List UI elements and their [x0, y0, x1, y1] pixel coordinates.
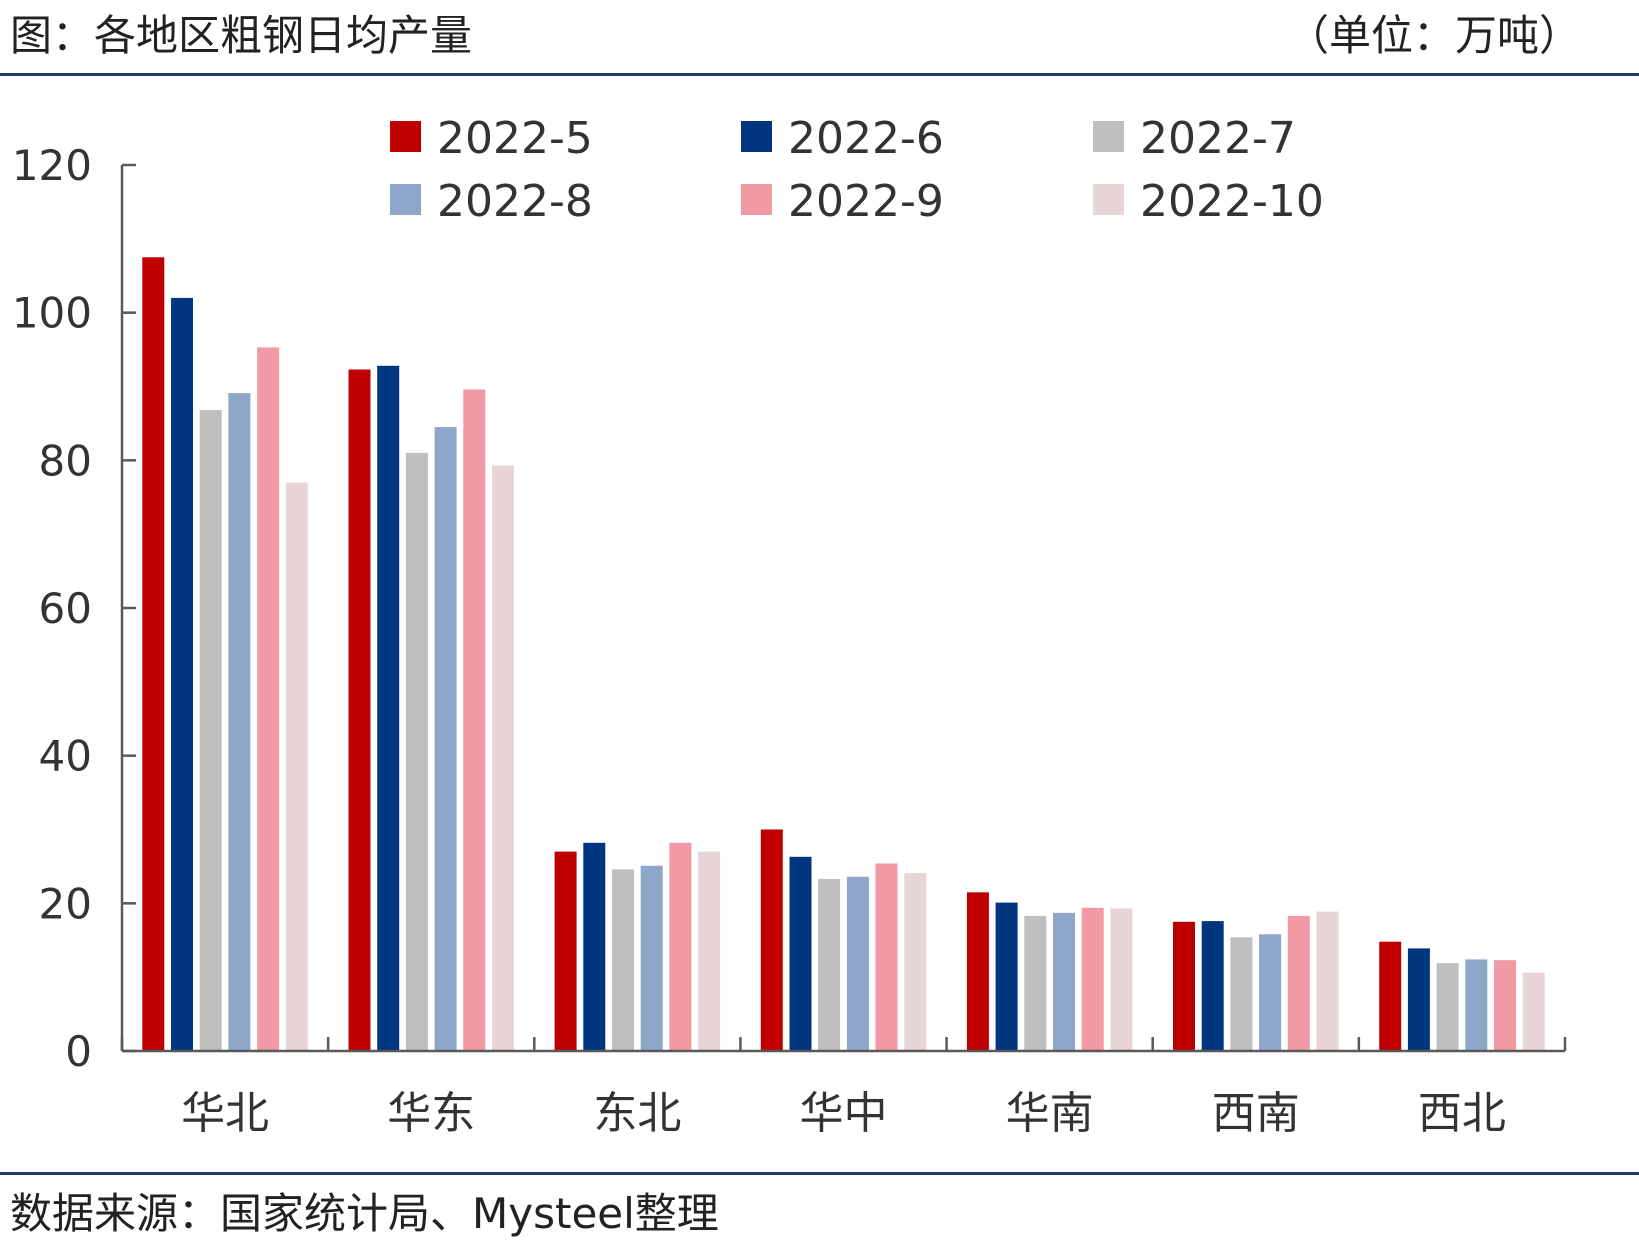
bar-华南-2022-10 [1110, 908, 1133, 1051]
bar-华南-2022-6 [995, 902, 1018, 1051]
bar-华中-2022-9 [875, 863, 898, 1051]
x-tick-label: 华南 [1006, 1088, 1094, 1139]
bar-华中-2022-6 [789, 856, 812, 1051]
bar-华东-2022-6 [377, 365, 400, 1051]
legend: 2022-5 2022-6 2022-7 2022-8 2022-9 2022-10 [390, 113, 1324, 227]
y-tick-label: 40 [39, 732, 92, 781]
bar-华中-2022-5 [760, 829, 783, 1051]
bar-西南-2022-6 [1201, 921, 1224, 1051]
bar-西南-2022-10 [1316, 911, 1339, 1051]
legend-swatch-2022-7 [1093, 121, 1124, 152]
bar-华东-2022-7 [405, 452, 428, 1051]
bar-华中-2022-8 [846, 876, 869, 1051]
bar-东北-2022-8 [640, 865, 663, 1051]
x-tick-label: 西南 [1212, 1088, 1300, 1139]
unit-label: （单位：万吨） [1286, 11, 1581, 60]
bar-华北-2022-10 [285, 482, 308, 1051]
legend-swatch-2022-9 [741, 184, 772, 215]
bar-华中-2022-7 [818, 879, 841, 1051]
bar-东北-2022-10 [698, 851, 721, 1051]
legend-label-2022-9: 2022-9 [788, 176, 944, 227]
bar-华东-2022-9 [463, 389, 486, 1051]
bar-西北-2022-7 [1436, 963, 1459, 1051]
chart-title: 图：各地区粗钢日均产量 [10, 11, 473, 60]
bar-西南-2022-7 [1230, 937, 1253, 1051]
legend-label-2022-7: 2022-7 [1140, 113, 1296, 164]
bar-西南-2022-8 [1259, 934, 1282, 1051]
bar-华中-2022-10 [904, 873, 927, 1051]
legend-label-2022-8: 2022-8 [437, 176, 593, 227]
y-tick-label: 100 [12, 289, 92, 338]
legend-swatch-2022-8 [390, 184, 421, 215]
x-tick-label: 华北 [181, 1088, 269, 1139]
top-rule [0, 73, 1639, 76]
bar-华北-2022-5 [142, 257, 165, 1051]
bottom-rule [0, 1172, 1639, 1175]
legend-label-2022-6: 2022-6 [788, 113, 944, 164]
bar-华北-2022-9 [257, 347, 280, 1051]
bar-华北-2022-8 [228, 393, 251, 1052]
y-tick-label: 20 [39, 879, 92, 928]
bar-东北-2022-7 [612, 869, 634, 1051]
bar-西南-2022-5 [1173, 921, 1195, 1051]
legend-label-2022-5: 2022-5 [437, 113, 593, 164]
y-tick-label: 0 [65, 1027, 92, 1076]
bar-chart: 2022-5 2022-6 2022-7 2022-8 2022-9 2022-10 0 2… [12, 113, 1567, 1139]
x-tick-label: 华中 [800, 1088, 888, 1139]
y-tick-label: 60 [39, 584, 92, 633]
legend-swatch-2022-5 [390, 121, 421, 152]
data-source: 数据来源：国家统计局、Mysteel整理 [10, 1189, 719, 1238]
bar-华东-2022-5 [348, 369, 371, 1051]
bars [142, 257, 1545, 1052]
legend-swatch-2022-6 [741, 121, 772, 152]
legend-swatch-2022-10 [1093, 184, 1124, 215]
x-tick-label: 西北 [1418, 1088, 1506, 1139]
bar-华南-2022-5 [966, 892, 989, 1051]
bar-华东-2022-10 [492, 465, 514, 1051]
bar-华北-2022-6 [171, 297, 193, 1051]
bar-东北-2022-6 [583, 842, 606, 1051]
bar-西北-2022-10 [1522, 972, 1545, 1051]
x-tick-label: 华东 [387, 1088, 475, 1139]
bar-华东-2022-8 [434, 427, 457, 1052]
legend-label-2022-10: 2022-10 [1140, 176, 1324, 227]
bar-西南-2022-9 [1287, 915, 1310, 1051]
bar-华南-2022-7 [1024, 915, 1047, 1051]
bar-西北-2022-8 [1465, 959, 1488, 1051]
bar-华南-2022-9 [1081, 907, 1104, 1051]
y-tick-label: 80 [39, 436, 92, 485]
bar-华南-2022-8 [1053, 912, 1075, 1051]
bar-西北-2022-6 [1407, 948, 1430, 1051]
y-tick-label: 120 [12, 141, 92, 190]
bar-华北-2022-7 [199, 410, 222, 1052]
bar-东北-2022-9 [669, 842, 692, 1051]
bar-西北-2022-9 [1494, 960, 1516, 1051]
axes: 0 20 40 60 80 100 120 华北 华东 东北 华中 华南 西南 西北 [12, 141, 1567, 1139]
x-tick-label: 东北 [593, 1088, 681, 1139]
bar-东北-2022-5 [554, 851, 577, 1051]
bar-西北-2022-5 [1379, 941, 1402, 1051]
